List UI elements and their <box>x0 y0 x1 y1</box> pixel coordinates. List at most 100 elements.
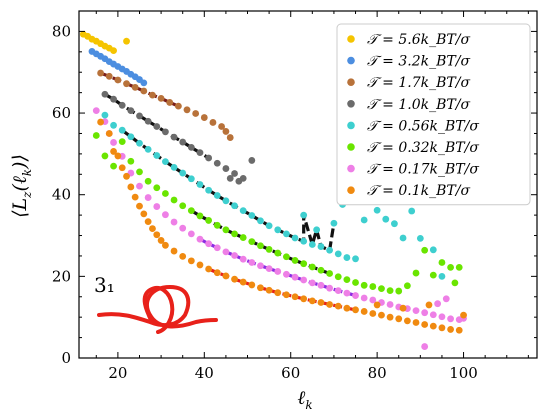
data-point <box>97 70 104 77</box>
data-point <box>214 192 221 199</box>
data-point <box>257 242 264 249</box>
data-point <box>421 343 428 350</box>
data-point <box>227 134 234 141</box>
data-point <box>114 153 121 160</box>
data-point <box>248 238 255 245</box>
data-point <box>335 303 342 310</box>
data-point <box>93 132 100 139</box>
x-axis-label: ℓk <box>297 387 312 412</box>
data-point <box>352 306 359 313</box>
data-point <box>162 158 169 165</box>
legend: 𝒯 = 5.6k_BT/σ𝒯 = 3.2k_BT/σ𝒯 = 1.7k_BT/σ𝒯… <box>337 24 530 205</box>
data-point <box>283 253 290 260</box>
data-point <box>140 210 147 217</box>
data-point <box>140 79 147 86</box>
data-point <box>443 295 450 302</box>
legend-marker <box>347 35 355 43</box>
data-point <box>127 184 134 191</box>
data-point <box>257 262 264 269</box>
data-point <box>426 302 433 309</box>
data-point <box>456 327 463 334</box>
legend-marker <box>347 186 355 194</box>
data-point <box>248 157 255 164</box>
data-point <box>447 264 454 271</box>
data-point <box>413 270 420 277</box>
data-point <box>430 311 437 318</box>
data-point <box>145 178 152 185</box>
data-point <box>223 197 230 204</box>
data-point <box>123 80 130 87</box>
data-point <box>404 317 411 324</box>
data-point <box>361 308 368 315</box>
data-point <box>214 222 221 229</box>
data-point <box>318 267 325 274</box>
data-point <box>309 279 316 286</box>
data-point <box>274 250 281 257</box>
data-point <box>326 270 333 277</box>
data-point <box>378 285 385 292</box>
data-point <box>110 163 117 170</box>
data-point <box>145 118 152 125</box>
data-point <box>447 315 454 322</box>
data-point <box>417 235 424 242</box>
data-point <box>132 194 139 201</box>
data-point <box>421 309 428 316</box>
data-point <box>231 252 238 259</box>
legend-marker <box>347 100 355 108</box>
x-tick-label: 60 <box>281 364 300 382</box>
data-point <box>145 146 152 153</box>
data-point <box>205 187 212 194</box>
data-point <box>136 203 143 210</box>
data-point <box>119 164 126 171</box>
data-point <box>188 207 195 214</box>
data-point <box>188 230 195 237</box>
legend-label: 𝒯 = 0.1k_BT/σ <box>367 183 470 199</box>
data-point <box>110 139 117 146</box>
data-point <box>331 220 338 227</box>
data-point <box>192 110 199 117</box>
data-point <box>266 246 273 253</box>
data-point <box>102 112 109 119</box>
data-point <box>223 248 230 255</box>
data-point <box>361 282 368 289</box>
data-point <box>248 259 255 266</box>
legend-label: 𝒯 = 5.6k_BT/σ <box>367 32 470 48</box>
data-point <box>318 282 325 289</box>
data-point <box>197 213 204 220</box>
data-point <box>210 119 217 126</box>
data-point <box>378 312 385 319</box>
legend-label: 𝒯 = 3.2k_BT/σ <box>367 54 470 70</box>
data-point <box>110 96 117 103</box>
data-point <box>114 77 121 84</box>
data-point <box>102 91 109 98</box>
data-point <box>136 140 143 147</box>
legend-label: 𝒯 = 1.0k_BT/σ <box>367 97 470 113</box>
data-point <box>352 255 359 262</box>
legend-label: 𝒯 = 0.17k_BT/σ <box>367 162 479 178</box>
data-point <box>231 202 238 209</box>
data-point <box>153 231 160 238</box>
data-point <box>404 282 411 289</box>
data-point <box>197 236 204 243</box>
data-point <box>179 225 186 232</box>
data-point <box>248 282 255 289</box>
data-point <box>343 305 350 312</box>
data-point <box>140 88 147 95</box>
data-point <box>201 114 208 121</box>
data-point <box>214 160 221 167</box>
data-point <box>274 268 281 275</box>
data-point <box>205 217 212 224</box>
data-point <box>292 235 299 242</box>
data-point <box>274 226 281 233</box>
data-point <box>240 256 247 263</box>
data-point <box>162 211 169 218</box>
data-point <box>248 212 255 219</box>
data-point <box>257 217 264 224</box>
data-point <box>127 133 134 140</box>
data-point <box>188 144 195 151</box>
data-point <box>179 253 186 260</box>
data-point <box>223 226 230 233</box>
data-point <box>123 38 130 45</box>
data-point <box>387 314 394 321</box>
